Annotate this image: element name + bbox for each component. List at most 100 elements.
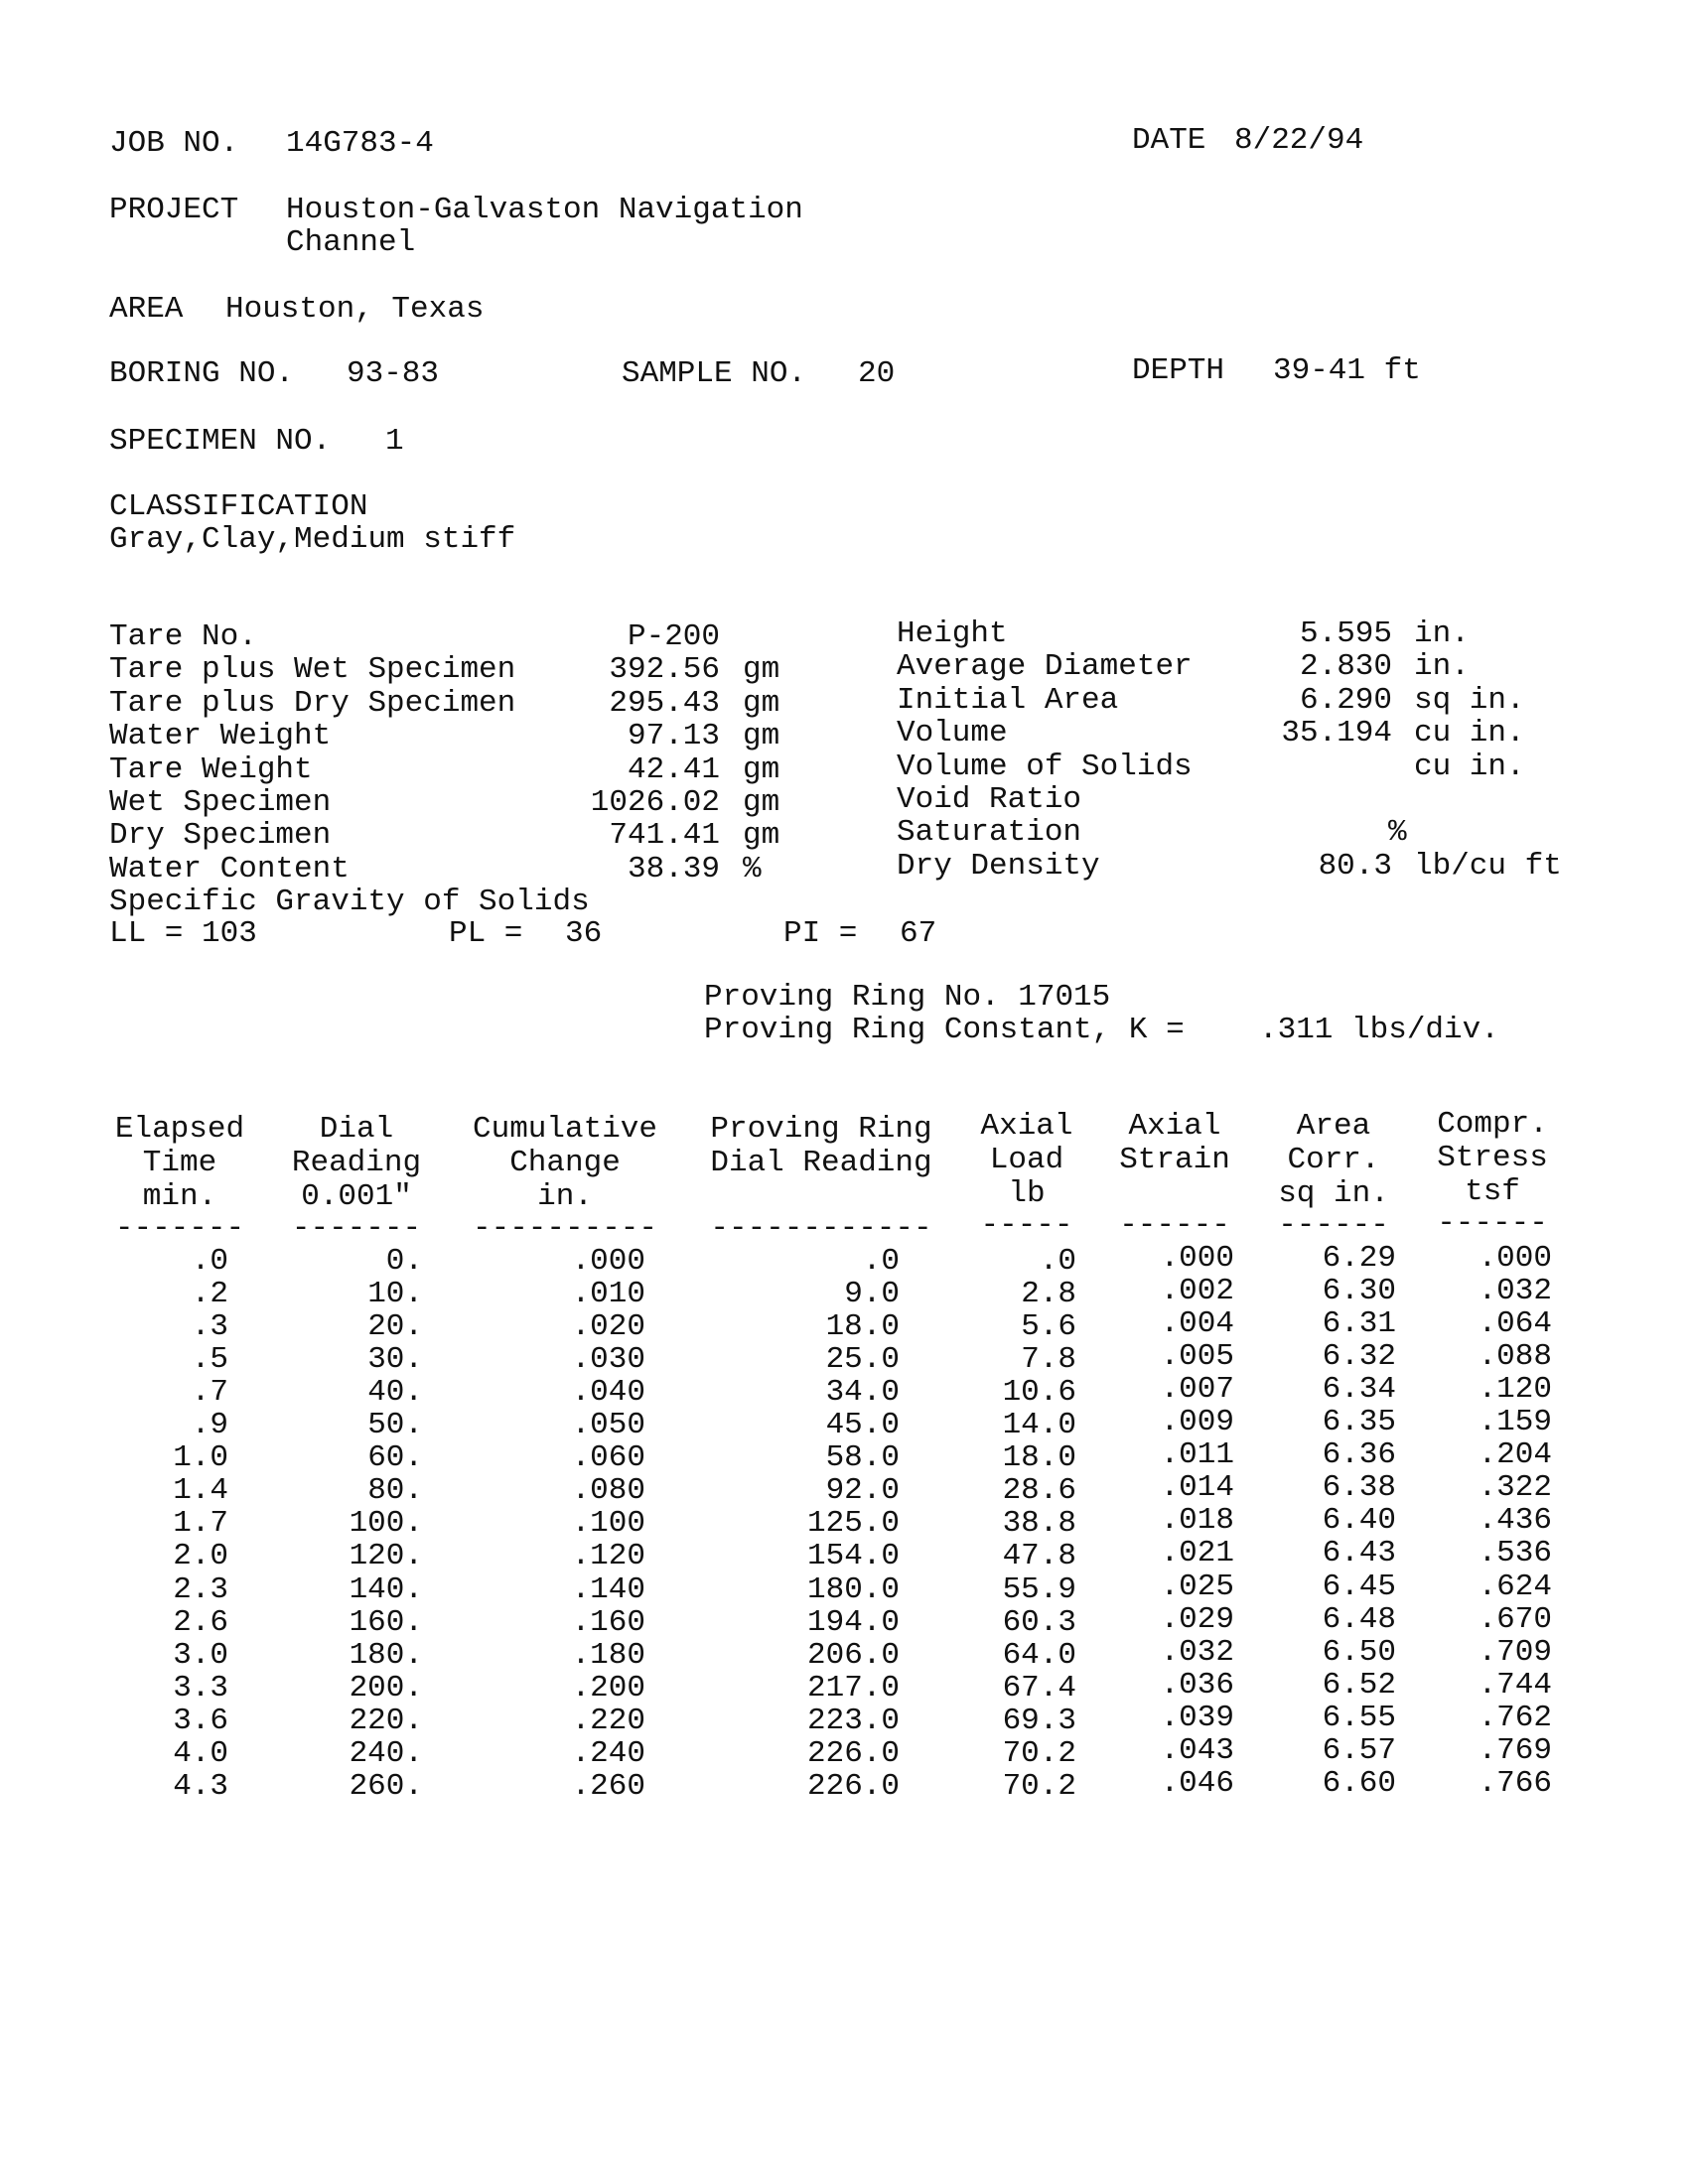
property-unit: gm — [743, 785, 780, 820]
table-cell: 80. — [367, 1473, 423, 1509]
table-cell: 2.3 — [173, 1571, 228, 1607]
table-cell: .0 — [862, 1244, 900, 1279]
project-line-1: Houston-Galvaston Navigation — [286, 193, 803, 227]
table-cell: 226.0 — [806, 1768, 900, 1804]
property-unit: gm — [743, 719, 780, 754]
table-cell: 6.29 — [1322, 1241, 1396, 1276]
property-unit: gm — [743, 818, 780, 854]
property-value: 392.56 — [609, 652, 720, 688]
column-header: tsf — [1465, 1174, 1520, 1209]
property-value: 1026.02 — [590, 785, 720, 820]
proving-ring-no: Proving Ring No. 17015 — [704, 980, 1111, 1015]
table-cell: 240. — [349, 1735, 423, 1771]
table-cell: 69.3 — [1002, 1703, 1076, 1738]
column-header: Axial — [980, 1109, 1073, 1144]
property-unit: gm — [743, 652, 780, 688]
table-cell: 40. — [367, 1375, 423, 1411]
table-cell: .021 — [1160, 1536, 1234, 1571]
table-cell: 5.6 — [1021, 1309, 1076, 1345]
depth-label: DEPTH — [1132, 353, 1225, 388]
table-cell: 6.43 — [1322, 1536, 1396, 1571]
table-cell: .159 — [1478, 1405, 1552, 1440]
table-cell: .3 — [191, 1309, 228, 1345]
table-cell: 120. — [349, 1539, 423, 1574]
proving-ring-constant-label: Proving Ring Constant, K = — [704, 1013, 1185, 1047]
plasticity-index: 67 — [900, 916, 937, 951]
column-header: Stress — [1437, 1141, 1548, 1175]
table-cell: 194.0 — [806, 1604, 900, 1640]
column-header: 0.001" — [301, 1179, 412, 1214]
table-cell: .769 — [1478, 1732, 1552, 1768]
table-cell: 9.0 — [844, 1277, 900, 1312]
table-cell: .009 — [1160, 1405, 1234, 1440]
property-label: Volume of Solids — [897, 749, 1193, 784]
table-cell: 28.6 — [1002, 1473, 1076, 1509]
property-value: 42.41 — [627, 751, 720, 787]
table-cell: 6.36 — [1322, 1437, 1396, 1473]
column-header: Dial — [319, 1112, 394, 1147]
table-cell: .744 — [1478, 1667, 1552, 1703]
boring-no: 93-83 — [347, 356, 440, 391]
table-cell: 58.0 — [825, 1440, 900, 1476]
boring-no-label: BORING NO. — [109, 356, 295, 391]
table-cell: .220 — [571, 1703, 645, 1738]
property-value: 2.830 — [1299, 649, 1392, 685]
table-cell: .007 — [1160, 1372, 1234, 1408]
header-divider: ------ — [1278, 1208, 1389, 1243]
table-cell: 100. — [349, 1506, 423, 1542]
table-cell: 2.6 — [173, 1604, 228, 1640]
property-unit: in. — [1414, 616, 1470, 651]
table-cell: .536 — [1478, 1536, 1552, 1571]
property-label: Dry Density — [897, 848, 1100, 884]
property-label: Initial Area — [897, 682, 1119, 718]
table-cell: 3.0 — [173, 1637, 228, 1673]
table-cell: 45.0 — [825, 1408, 900, 1443]
property-value: 38.39 — [627, 851, 720, 887]
column-header: Change — [509, 1146, 621, 1180]
depth: 39-41 ft — [1273, 353, 1421, 388]
header-divider: ------ — [1437, 1206, 1548, 1241]
table-cell: .020 — [571, 1309, 645, 1345]
classification: Gray,Clay,Medium stiff — [109, 522, 516, 557]
column-header: Axial — [1128, 1109, 1221, 1144]
table-cell: 220. — [349, 1703, 423, 1738]
header-divider: ----- — [980, 1208, 1073, 1243]
table-cell: 6.32 — [1322, 1339, 1396, 1375]
plasticity-index-label: PI = — [783, 916, 858, 951]
specimen-no-label: SPECIMEN NO. — [109, 424, 332, 459]
table-cell: .088 — [1478, 1339, 1552, 1375]
table-cell: 60.3 — [1002, 1604, 1076, 1640]
header-divider: ------------ — [710, 1211, 932, 1246]
table-cell: .670 — [1478, 1601, 1552, 1637]
job-no-label: JOB NO. — [109, 126, 239, 161]
table-cell: 34.0 — [825, 1375, 900, 1411]
table-cell: 180. — [349, 1637, 423, 1673]
property-label: Wet Specimen — [109, 785, 332, 820]
property-label: Tare plus Dry Specimen — [109, 685, 516, 721]
table-cell: 206.0 — [806, 1637, 900, 1673]
plastic-limit: 36 — [565, 916, 603, 951]
header-divider: ---------- — [472, 1211, 658, 1246]
table-cell: .005 — [1160, 1339, 1234, 1375]
table-cell: .180 — [571, 1637, 645, 1673]
column-header: Corr. — [1287, 1143, 1380, 1177]
table-cell: 47.8 — [1002, 1539, 1076, 1574]
property-unit: % — [1388, 815, 1407, 851]
table-cell: 217.0 — [806, 1670, 900, 1706]
property-unit: cu in. — [1414, 716, 1525, 751]
classification-label: CLASSIFICATION — [109, 489, 368, 524]
property-label: Dry Specimen — [109, 818, 332, 854]
column-header: Cumulative — [472, 1112, 658, 1147]
table-cell: 2.0 — [173, 1539, 228, 1574]
property-label: Tare plus Wet Specimen — [109, 652, 516, 688]
table-cell: .030 — [571, 1342, 645, 1378]
table-cell: 4.0 — [173, 1735, 228, 1771]
table-cell: 67.4 — [1002, 1670, 1076, 1706]
header-divider: ------- — [114, 1211, 245, 1246]
table-cell: .0 — [191, 1244, 228, 1279]
column-header: Time — [142, 1146, 217, 1180]
property-value: P-200 — [627, 619, 720, 654]
table-cell: .140 — [571, 1571, 645, 1607]
table-cell: 20. — [367, 1309, 423, 1345]
sample-no: 20 — [858, 356, 896, 391]
